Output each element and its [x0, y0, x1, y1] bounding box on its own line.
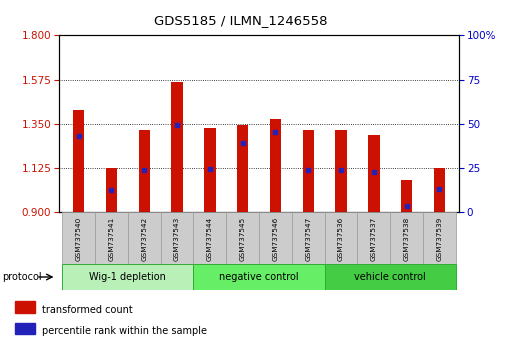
Text: negative control: negative control — [219, 272, 299, 282]
Bar — [390, 212, 423, 264]
Bar — [401, 180, 412, 212]
Text: Wig-1 depletion: Wig-1 depletion — [89, 272, 166, 282]
Text: protocol: protocol — [3, 272, 42, 282]
Bar — [161, 212, 193, 264]
Text: GSM737544: GSM737544 — [207, 217, 213, 261]
Text: vehicle control: vehicle control — [354, 272, 426, 282]
Text: GSM737547: GSM737547 — [305, 217, 311, 261]
Bar — [193, 264, 325, 290]
Bar — [358, 212, 390, 264]
Bar — [325, 212, 358, 264]
Bar — [15, 323, 35, 334]
Text: GSM737541: GSM737541 — [108, 217, 114, 261]
Bar — [128, 212, 161, 264]
Text: transformed count: transformed count — [42, 304, 133, 315]
Text: GSM737543: GSM737543 — [174, 217, 180, 261]
Bar — [204, 128, 215, 212]
Bar — [62, 264, 193, 290]
Bar — [226, 212, 259, 264]
Bar — [368, 135, 380, 212]
Text: percentile rank within the sample: percentile rank within the sample — [42, 326, 207, 336]
Text: GSM737546: GSM737546 — [272, 217, 279, 261]
Bar — [15, 302, 35, 313]
Bar — [303, 130, 314, 212]
Text: GSM737538: GSM737538 — [404, 217, 410, 261]
Bar — [336, 130, 347, 212]
Text: GSM737542: GSM737542 — [141, 217, 147, 261]
Text: GDS5185 / ILMN_1246558: GDS5185 / ILMN_1246558 — [154, 14, 328, 27]
Text: GSM737545: GSM737545 — [240, 217, 246, 261]
Bar — [95, 212, 128, 264]
Bar — [433, 168, 445, 212]
Bar — [325, 264, 456, 290]
Text: GSM737539: GSM737539 — [437, 217, 442, 261]
Bar — [62, 212, 95, 264]
Bar — [193, 212, 226, 264]
Bar — [259, 212, 292, 264]
Text: GSM737537: GSM737537 — [371, 217, 377, 261]
Bar — [423, 212, 456, 264]
Text: GSM737536: GSM737536 — [338, 217, 344, 261]
Bar — [73, 110, 85, 212]
Bar — [171, 82, 183, 212]
Bar — [270, 119, 281, 212]
Bar — [139, 130, 150, 212]
Bar — [292, 212, 325, 264]
Bar — [237, 125, 248, 212]
Text: GSM737540: GSM737540 — [76, 217, 82, 261]
Bar — [106, 168, 117, 212]
